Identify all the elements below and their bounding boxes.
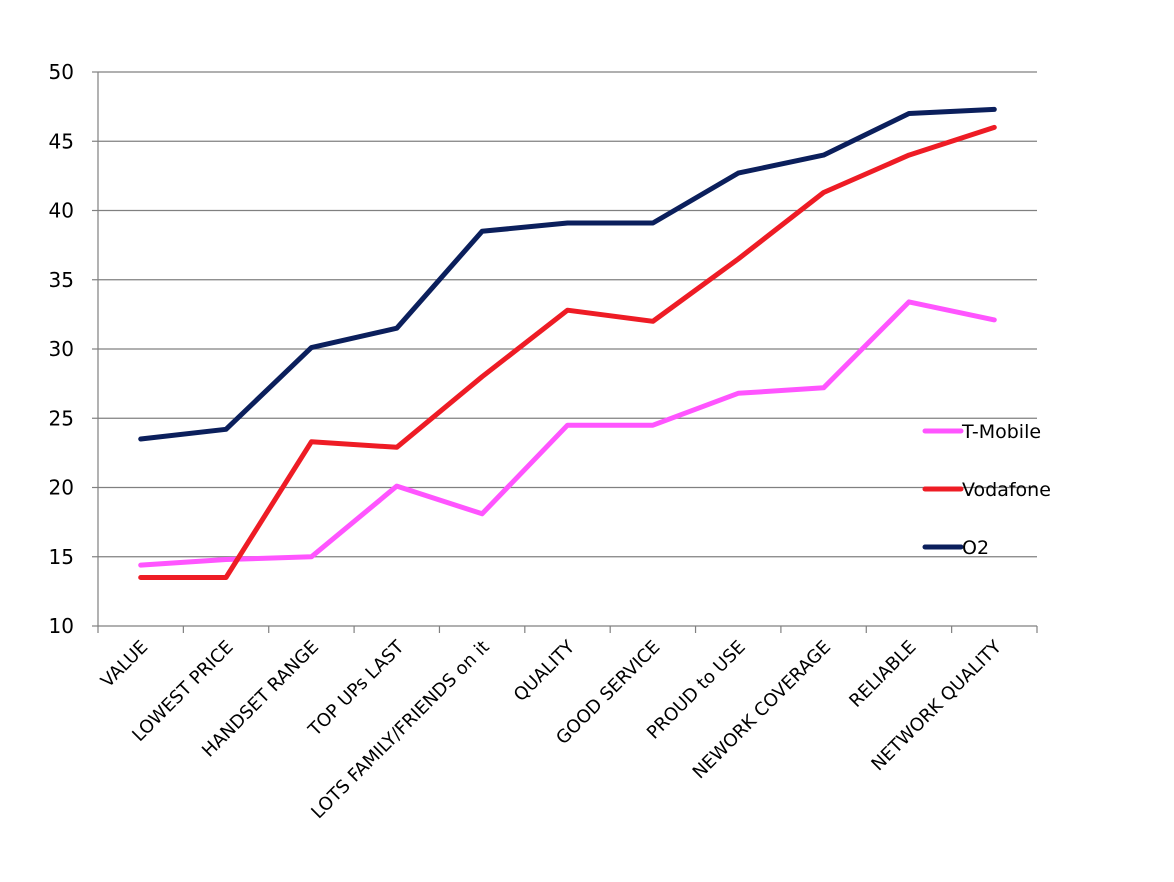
legend-label-t-mobile: T-Mobile — [961, 421, 1041, 443]
series-line-vodafone — [141, 127, 995, 577]
legend-label-vodafone: Vodafone — [962, 479, 1051, 501]
x-tick-label: QUALITY — [510, 636, 580, 706]
x-tick-label: LOTS FAMILY/FRIENDS on it — [307, 637, 493, 823]
y-tick-label: 10 — [49, 614, 74, 638]
y-tick-label: 50 — [49, 60, 74, 84]
x-tick-label: NEWORK COVERAGE — [689, 637, 835, 783]
series-lines — [141, 109, 995, 577]
y-tick-label: 15 — [49, 545, 74, 569]
legend-label-o2: O2 — [962, 537, 989, 559]
y-tick-label: 30 — [49, 337, 74, 361]
y-tick-label: 45 — [49, 129, 74, 153]
axes — [92, 72, 1037, 633]
series-line-t-mobile — [141, 302, 995, 565]
series-line-o2 — [141, 109, 995, 439]
y-tick-label: 35 — [49, 268, 74, 292]
y-tick-label: 25 — [49, 406, 74, 430]
y-axis-tick-labels: 10 15 20 25 30 35 40 45 50 — [49, 60, 74, 638]
legend: T-Mobile Vodafone O2 — [925, 421, 1051, 559]
x-tick-label: VALUE — [97, 637, 152, 692]
x-tick-label: RELIABLE — [845, 637, 920, 712]
y-tick-label: 40 — [49, 199, 74, 223]
y-tick-label: 20 — [49, 476, 74, 500]
